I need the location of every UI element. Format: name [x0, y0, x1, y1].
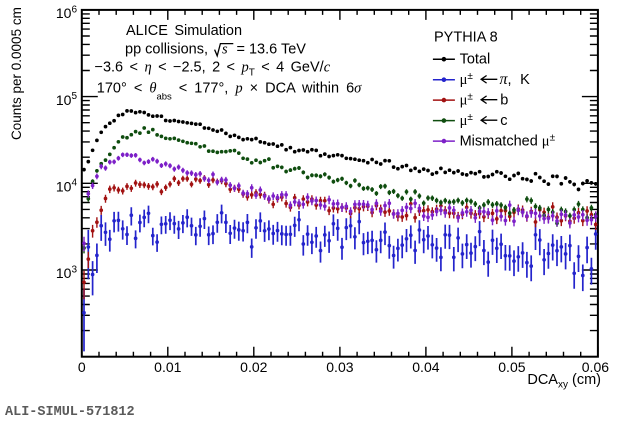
svg-text:Mismatched μ±: Mismatched μ±	[460, 132, 556, 149]
svg-text:0.01: 0.01	[154, 359, 181, 375]
svg-text:0.03: 0.03	[326, 359, 353, 375]
svg-text:pp collisions,: pp collisions,	[125, 42, 208, 58]
svg-text:DCAxy (cm): DCAxy (cm)	[527, 372, 601, 391]
svg-text:c: c	[500, 113, 507, 129]
svg-text:0.04: 0.04	[412, 359, 439, 375]
svg-text:μ±: μ±	[460, 71, 474, 88]
svg-text:ALI-SIMUL-571812: ALI-SIMUL-571812	[5, 405, 135, 420]
svg-text:μ±: μ±	[460, 91, 474, 108]
svg-text:0: 0	[78, 359, 86, 375]
svg-text:0.06: 0.06	[582, 359, 609, 375]
svg-text:π, K: π, K	[500, 71, 531, 88]
svg-text:ALICE Simulation: ALICE Simulation	[126, 23, 242, 39]
svg-text:0.02: 0.02	[240, 359, 267, 375]
svg-text:PYTHIA 8: PYTHIA 8	[434, 29, 498, 45]
svg-text:0.05: 0.05	[498, 359, 525, 375]
svg-text:s: s	[222, 42, 228, 58]
svg-text:= 13.6 TeV: = 13.6 TeV	[237, 42, 307, 58]
svg-text:μ±: μ±	[460, 112, 474, 129]
svg-text:b: b	[500, 92, 508, 108]
svg-text:Counts per 0.0005 cm: Counts per 0.0005 cm	[9, 7, 24, 140]
svg-text:Total: Total	[460, 51, 491, 67]
svg-text:−3.6 < η < −2.5, 2 < pT < 4 Ge: −3.6 < η < −2.5, 2 < pT < 4 GeV/c	[95, 60, 331, 79]
